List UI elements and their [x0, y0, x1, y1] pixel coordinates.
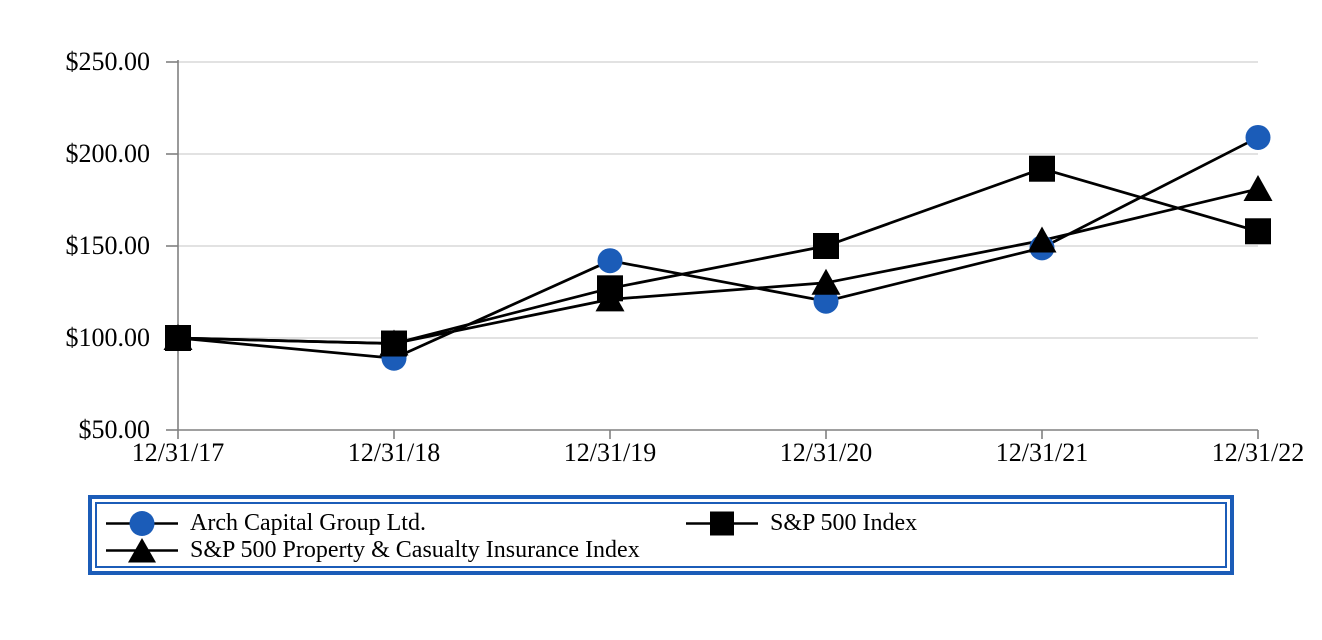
marker-square [165, 325, 191, 351]
x-axis-label: 12/31/17 [131, 438, 225, 467]
marker-circle [813, 288, 839, 314]
series-line-2 [177, 167, 1259, 345]
legend-marker-square-icon [686, 511, 758, 536]
legend-marker-circle-icon [106, 511, 178, 536]
marker-circle [597, 248, 623, 274]
legend-item-label: S&P 500 Property & Casualty Insurance In… [190, 537, 640, 563]
marker-square [813, 233, 839, 259]
marker-square [1245, 218, 1271, 245]
marker-square [597, 275, 623, 302]
legend-item-pc-insurance-index: S&P 500 Property & Casualty Insurance In… [106, 537, 686, 564]
x-axis-label: 12/31/18 [347, 438, 441, 467]
legend-row: S&P 500 Property & Casualty Insurance In… [106, 537, 1230, 564]
x-axis-label: 12/31/20 [779, 438, 873, 467]
legend-marker-triangle-icon [106, 538, 178, 563]
y-axis-label: $150.00 [65, 231, 151, 260]
marker-triangle [811, 268, 841, 295]
marker-square [1029, 155, 1055, 182]
y-axis-label: $250.00 [65, 47, 151, 76]
marker-triangle [1243, 174, 1273, 201]
series-line-0 [177, 136, 1259, 360]
legend-row: Arch Capital Group Ltd. S&P 500 Index [106, 510, 1230, 537]
x-axis-label: 12/31/21 [995, 438, 1089, 467]
x-axis-label: 12/31/19 [563, 438, 657, 467]
legend-item-label: S&P 500 Index [770, 510, 918, 536]
legend-box: Arch Capital Group Ltd. S&P 500 Index S&… [88, 495, 1234, 575]
marker-circle [1245, 124, 1271, 150]
legend-item-sp500: S&P 500 Index [686, 510, 917, 537]
legend-item-label: Arch Capital Group Ltd. [190, 510, 426, 536]
legend-item-arch-capital: Arch Capital Group Ltd. [106, 510, 686, 537]
x-axis-label: 12/31/22 [1211, 438, 1305, 467]
y-axis-label: $50.00 [78, 415, 151, 444]
y-axis-label: $100.00 [65, 323, 151, 352]
marker-square [381, 330, 407, 357]
y-axis-label: $200.00 [65, 139, 151, 168]
marker-triangle [1027, 226, 1057, 253]
